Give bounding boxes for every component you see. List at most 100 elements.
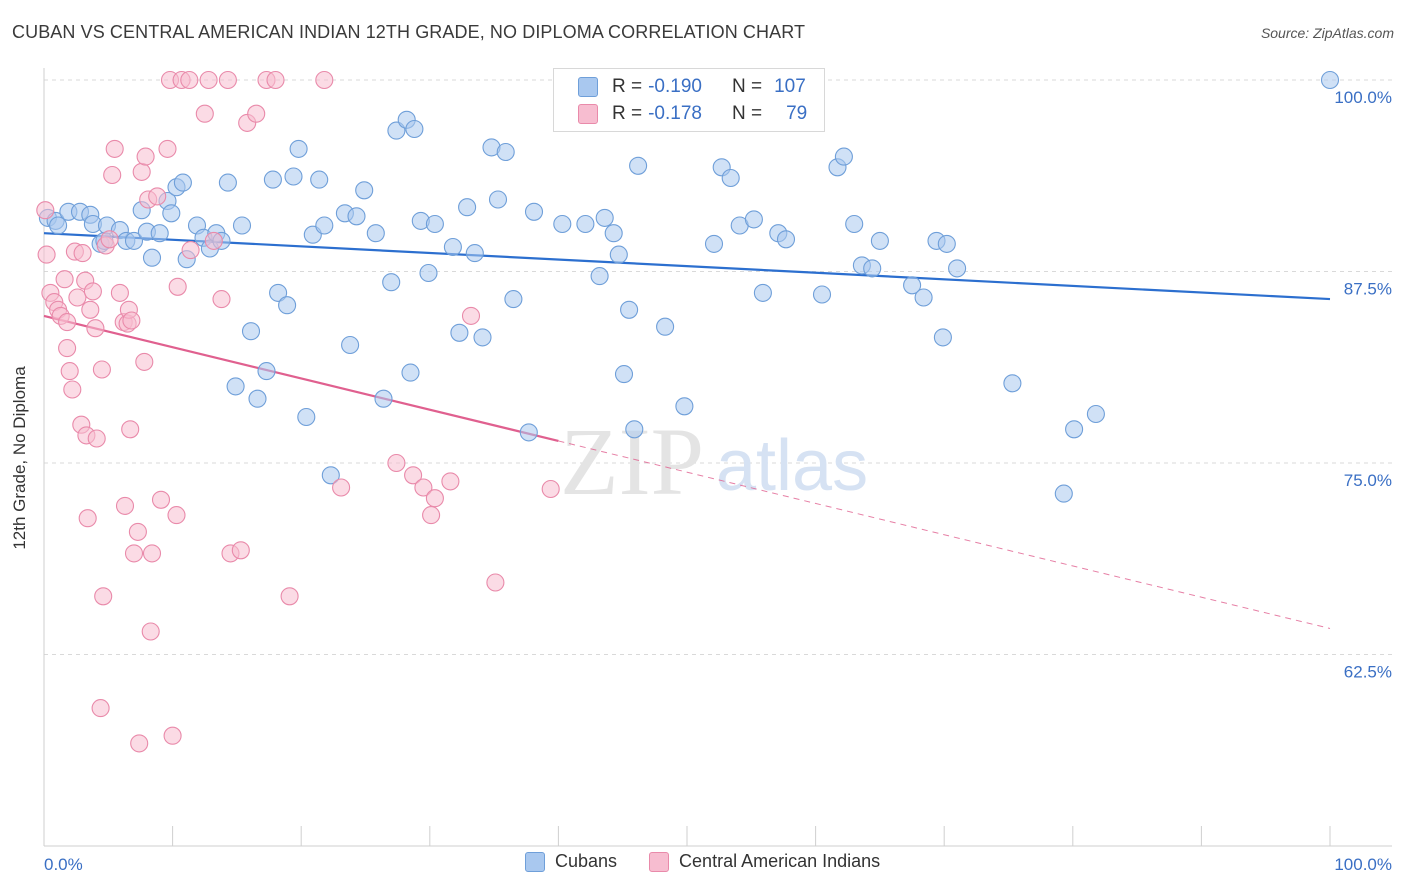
data-point-cubans (595, 208, 614, 227)
data-point-central-american-indians (130, 734, 149, 753)
trend-line-dashed-1 (558, 440, 1331, 629)
data-point-cubans (675, 397, 694, 416)
data-point-cubans (269, 283, 288, 302)
data-point-cubans (744, 210, 763, 229)
data-point-cubans (496, 142, 515, 162)
data-point-cubans (604, 224, 623, 243)
stats-legend-row-cubans: R = -0.190 N = 107 (578, 74, 806, 100)
data-point-central-american-indians (55, 270, 74, 289)
data-point-central-american-indians (60, 362, 79, 381)
data-point-cubans (1086, 404, 1105, 424)
r-value: -0.190 (648, 76, 702, 97)
data-point-cubans (49, 216, 68, 235)
data-point-central-american-indians (167, 506, 186, 525)
data-point-cubans (218, 173, 237, 192)
data-point-cubans (914, 288, 933, 307)
data-point-central-american-indians (91, 699, 110, 718)
data-point-cubans (834, 147, 853, 166)
data-point-central-american-indians (100, 230, 119, 249)
data-point-cubans (366, 224, 385, 243)
data-point-cubans (263, 170, 282, 189)
data-point-central-american-indians (332, 478, 351, 497)
data-point-cubans (524, 202, 544, 221)
data-point-cubans (173, 173, 192, 192)
data-point-central-american-indians (148, 187, 167, 206)
data-point-cubans (321, 466, 340, 485)
data-point-cubans (257, 362, 276, 381)
data-point-central-american-indians (158, 139, 177, 158)
data-point-cubans (704, 234, 724, 253)
data-point-central-american-indians (115, 496, 135, 515)
data-point-cubans (425, 214, 444, 234)
legend-swatch-cubans (525, 851, 545, 872)
data-point-central-american-indians (441, 472, 460, 491)
legend-item-central-american-indians[interactable]: Central American Indians (649, 851, 880, 872)
data-point-central-american-indians (404, 466, 423, 485)
data-point-central-american-indians (110, 283, 129, 302)
data-point-cubans (289, 139, 308, 158)
data-point-cubans (933, 328, 952, 347)
data-point-cubans (845, 214, 864, 234)
data-point-central-american-indians (92, 360, 111, 379)
data-point-cubans (419, 263, 438, 283)
data-point-central-american-indians (218, 70, 237, 90)
data-point-cubans (278, 296, 297, 315)
data-point-central-american-indians (425, 489, 444, 508)
data-point-central-american-indians (387, 453, 406, 473)
data-point-central-american-indians (280, 587, 299, 606)
data-point-central-american-indians (212, 290, 231, 309)
data-point-central-american-indians (124, 544, 144, 563)
data-point-cubans (443, 237, 462, 257)
data-point-cubans (609, 245, 628, 264)
data-point-cubans (629, 156, 648, 175)
r-value: -0.178 (648, 103, 702, 124)
data-point-cubans (450, 323, 469, 342)
data-point-central-american-indians (135, 352, 154, 371)
data-point-central-american-indians (37, 245, 56, 264)
data-point-cubans (948, 259, 967, 278)
data-point-central-american-indians (63, 380, 82, 399)
legend-swatch-central-american-indians (578, 104, 598, 124)
n-label: N = (731, 76, 763, 97)
r-label: R = (612, 103, 643, 124)
y-tick-label: 62.5% (1344, 663, 1392, 682)
data-point-cubans (590, 267, 609, 286)
x-tick-label: 0.0% (44, 855, 83, 874)
data-point-cubans (341, 335, 360, 355)
data-point-cubans (553, 214, 572, 234)
data-point-cubans (374, 389, 393, 408)
data-point-central-american-indians (151, 490, 171, 509)
data-point-central-american-indians (81, 300, 100, 319)
data-point-cubans (1320, 70, 1340, 90)
data-point-central-american-indians (414, 478, 433, 497)
legend-swatch-central-american-indians (649, 851, 670, 872)
data-point-cubans (863, 259, 882, 278)
data-point-central-american-indians (83, 282, 102, 301)
stats-legend-row-central-american-indians: R = -0.178 N = 79 (578, 101, 807, 127)
data-point-cubans (776, 230, 796, 249)
data-point-central-american-indians (168, 277, 187, 296)
data-point-central-american-indians (73, 244, 92, 263)
legend-item-cubans[interactable]: Cubans (525, 851, 617, 872)
data-point-central-american-indians (58, 313, 77, 332)
data-point-cubans (473, 328, 492, 347)
data-point-cubans (401, 363, 420, 382)
x-tick-label: 100.0% (1334, 855, 1392, 874)
data-point-central-american-indians (541, 479, 560, 499)
data-point-central-american-indians (142, 544, 162, 563)
data-point-cubans (382, 273, 401, 292)
data-point-cubans (1054, 484, 1073, 503)
data-point-cubans (226, 377, 245, 396)
n-label: N = (731, 103, 763, 124)
data-point-cubans (162, 204, 181, 223)
data-point-cubans (870, 231, 889, 250)
data-point-central-american-indians (87, 429, 106, 448)
data-point-cubans (241, 322, 261, 341)
data-point-central-american-indians (78, 509, 97, 528)
data-point-cubans (405, 119, 424, 139)
data-point-central-american-indians (199, 70, 218, 90)
data-point-cubans (297, 407, 316, 427)
data-point-cubans (232, 216, 252, 235)
data-point-central-american-indians (247, 104, 266, 123)
data-point-cubans (812, 285, 832, 304)
